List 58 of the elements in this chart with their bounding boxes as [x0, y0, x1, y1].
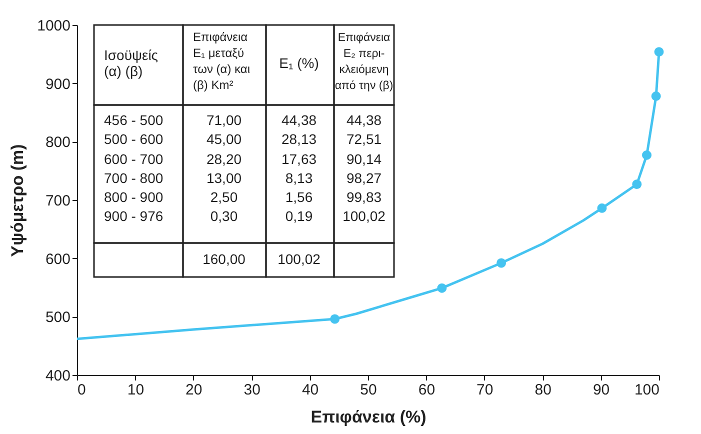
x-tick-label: 10	[127, 382, 144, 398]
annotation: 90,14	[346, 151, 382, 167]
y-tick-label: 900	[45, 76, 70, 93]
y-tick-label: 600	[45, 250, 70, 268]
annotation: 600 - 700	[104, 151, 164, 167]
x-tick-label: 50	[360, 382, 377, 398]
annotation: 160,00	[202, 251, 246, 267]
annotation: 44,38	[346, 112, 382, 128]
annotation: Επιφάνεια E₁ μεταξύ των (α) και (β) Km²	[193, 30, 250, 92]
x-tick-label: 40	[302, 382, 319, 398]
annotation: 44,38	[281, 112, 317, 128]
y-axis-title: Υψόμετρο (m)	[8, 144, 28, 257]
annotation: 900 - 976	[104, 208, 164, 224]
x-tick-label: 20	[186, 382, 202, 398]
annotation: 800 - 900	[104, 189, 164, 205]
annotation: Επιφάνεια E₂ περι- κλειόμενη από την (β)	[334, 32, 394, 92]
annotation: E₁ (%)	[279, 55, 319, 71]
annotation: 17,63	[281, 151, 317, 167]
annotation: 0,19	[285, 208, 313, 224]
annotation: 45,00	[206, 131, 242, 147]
point	[597, 203, 607, 213]
y-tick-label: 500	[45, 309, 70, 326]
y-tick-label: 800	[45, 134, 70, 152]
annotation: Ισοϋψείς (α) (β)	[104, 47, 158, 79]
annotation: 8,13	[285, 170, 313, 186]
point	[632, 180, 642, 189]
annotation: 500 - 600	[104, 131, 164, 147]
annotation: 28,13	[281, 131, 317, 147]
annotation: 98,27	[346, 170, 382, 186]
point	[330, 314, 340, 324]
y-tick-label: 1000	[37, 18, 70, 34]
annotation: 100,02	[278, 251, 321, 267]
x-tick-label: 100	[634, 382, 660, 398]
point	[651, 91, 661, 101]
point	[654, 47, 664, 57]
annotation: 72,51	[346, 131, 382, 147]
annotation: 1,56	[285, 189, 313, 205]
annotation: 71,00	[206, 112, 242, 128]
x-axis-title: Επιφάνεια (%)	[310, 408, 426, 426]
annotation: 700 - 800	[104, 170, 164, 186]
annotation: 0,30	[210, 208, 238, 224]
x-tick-label: 70	[476, 382, 494, 398]
point	[642, 150, 652, 160]
y-tick-label: 700	[45, 192, 70, 210]
x-tick-label: 80	[534, 382, 552, 398]
annotation: 99,83	[346, 189, 382, 205]
annotation: 2,50	[210, 189, 238, 205]
annotation: 13,00	[206, 170, 242, 186]
annotation: 100,02	[342, 208, 386, 224]
y-tick-label: 400	[45, 368, 70, 384]
annotation: 28,20	[206, 151, 242, 167]
point	[437, 283, 447, 293]
x-tick-label: 90	[592, 382, 610, 398]
x-tick-label: 30	[244, 382, 260, 398]
annotation: 456 - 500	[104, 112, 164, 128]
x-tick-label: 0	[78, 382, 86, 398]
point	[496, 258, 506, 268]
x-tick-label: 60	[418, 382, 436, 398]
